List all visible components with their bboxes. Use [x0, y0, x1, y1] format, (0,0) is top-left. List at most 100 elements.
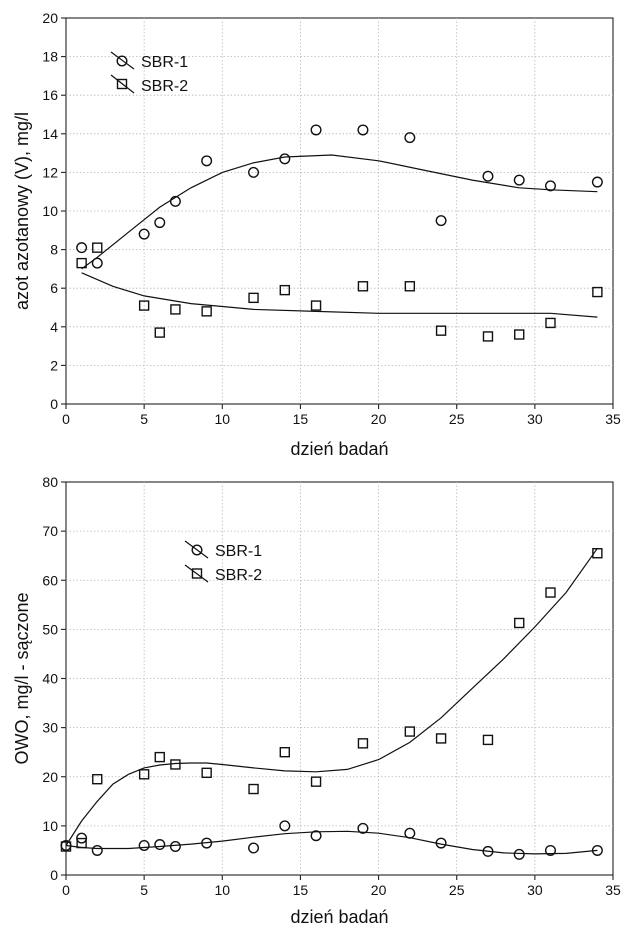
data-point-sbr2	[435, 325, 447, 336]
legend-label-sbr2-top: SBR-2	[141, 78, 188, 95]
x-tick-label: 20	[371, 411, 387, 427]
data-point-sbr2	[201, 306, 212, 317]
data-point-sbr1	[482, 845, 494, 857]
x-axis-label-bottom: dzień badań	[290, 907, 388, 927]
data-point-sbr1	[357, 822, 369, 834]
data-point-sbr2	[279, 746, 290, 758]
data-point-sbr2	[357, 738, 369, 749]
x-axis-label-top: dzień badań	[290, 439, 388, 459]
y-tick-label: 40	[42, 671, 58, 687]
grid-bottom	[66, 482, 613, 875]
data-point-sbr2	[404, 726, 416, 737]
data-point-sbr2	[92, 242, 103, 253]
chart-nitrate: 0 5 10 15 20 25 30 35 0 2 4 6 8 10 12 14 16 18 20 dzień ba…	[12, 10, 621, 459]
data-point-sbr1	[404, 827, 416, 839]
data-point-sbr1	[169, 841, 181, 853]
x-tick-label: 5	[140, 411, 148, 427]
y-tick-label: 0	[50, 867, 58, 883]
x-tick-label: 15	[293, 411, 309, 427]
data-point-sbr2	[592, 548, 603, 559]
y-tick-label: 80	[42, 474, 58, 490]
data-point-sbr1	[154, 839, 166, 851]
data-point-sbr1	[248, 842, 260, 854]
x-tick-label: 5	[140, 882, 148, 898]
y-tick-label: 12	[42, 164, 58, 180]
y-tick-label: 4	[50, 319, 58, 335]
fit-line-sbr2	[65, 547, 598, 846]
data-point-sbr1	[404, 132, 416, 144]
x-tick-label: 35	[605, 411, 621, 427]
data-point-sbr1	[248, 166, 260, 178]
data-point-sbr2	[435, 733, 447, 744]
data-point-sbr1	[201, 155, 213, 167]
legend-square-icon-top	[116, 78, 128, 90]
data-point-sbr1	[154, 217, 166, 229]
data-point-sbr2	[248, 783, 259, 795]
y-axis-label-bottom: OWO, mg/l - sączone	[12, 592, 32, 764]
legend-label-sbr1-bottom: SBR-1	[215, 543, 262, 560]
data-point-sbr1	[138, 228, 150, 240]
data-point-sbr1	[513, 848, 525, 860]
data-point-sbr1	[138, 840, 150, 852]
data-points-bottom	[60, 548, 603, 860]
x-tick-label: 10	[214, 411, 230, 427]
data-point-sbr1	[482, 170, 494, 182]
ticks-bottom: 0 5 10 15 20 25 30 35 0 10 20 30 40 50 60 70 80	[42, 474, 621, 898]
legend-label-sbr1-top: SBR-1	[141, 54, 188, 71]
x-tick-label: 25	[449, 882, 465, 898]
data-point-sbr2	[170, 759, 181, 770]
ticks-top: 0 5 10 15 20 25 30 35 0 2 4 6 8 10 12 14 16 18 20	[42, 10, 621, 427]
y-tick-label: 16	[42, 87, 58, 103]
y-tick-label: 10	[42, 818, 58, 834]
fit-lines-top	[81, 154, 598, 318]
y-tick-label: 14	[42, 126, 58, 142]
data-point-sbr2	[92, 774, 103, 785]
data-point-sbr2	[154, 327, 165, 338]
legend-square-icon-bottom	[191, 568, 203, 579]
fit-line-sbr1	[81, 154, 598, 270]
legend-top: SBR-1 SBR-2	[110, 51, 188, 95]
chart-owo: 0 5 10 15 20 25 30 35 0 10 20 30 40 50 60 70 80 dzień ba…	[12, 474, 621, 927]
legend-line-sbr2-top	[110, 74, 135, 94]
data-point-sbr1	[513, 174, 525, 186]
data-point-sbr1	[91, 844, 103, 856]
data-point-sbr2	[545, 317, 556, 329]
legend-line-sbr1-bottom	[184, 540, 209, 559]
legend-line-sbr1-top	[110, 51, 135, 70]
x-tick-label: 10	[214, 882, 230, 898]
data-point-sbr1	[91, 257, 103, 269]
data-point-sbr2	[357, 281, 369, 292]
data-point-sbr2	[248, 292, 259, 304]
data-point-sbr2	[404, 281, 416, 292]
data-point-sbr1	[76, 242, 88, 254]
data-point-sbr2	[138, 769, 150, 780]
y-tick-label: 20	[42, 10, 58, 26]
y-tick-label: 0	[50, 396, 58, 412]
data-point-sbr1	[591, 176, 603, 188]
y-tick-label: 60	[42, 572, 58, 588]
y-tick-label: 6	[50, 280, 58, 296]
y-tick-label: 30	[42, 720, 58, 736]
legend-circle-icon-bottom	[191, 544, 203, 556]
data-point-sbr2	[60, 841, 72, 852]
y-tick-label: 8	[50, 242, 58, 258]
fit-lines-bottom	[65, 547, 598, 855]
x-tick-label: 30	[527, 411, 543, 427]
x-tick-label: 0	[62, 411, 70, 427]
x-tick-label: 20	[371, 882, 387, 898]
data-point-sbr2	[514, 329, 525, 340]
y-tick-label: 10	[42, 203, 58, 219]
data-point-sbr2	[279, 284, 290, 296]
grid-top	[66, 18, 613, 404]
data-point-sbr1	[310, 830, 322, 842]
data-point-sbr2	[138, 300, 150, 311]
y-axis-label-top: azot azotanowy (V), mg/l	[12, 112, 32, 310]
data-point-sbr2	[482, 734, 494, 746]
x-tick-label: 30	[527, 882, 543, 898]
x-tick-label: 35	[605, 882, 621, 898]
legend-bottom: SBR-1 SBR-2	[184, 540, 262, 584]
data-point-sbr2	[592, 286, 603, 298]
fit-line-sbr1	[65, 830, 598, 855]
data-point-sbr1	[279, 153, 291, 165]
